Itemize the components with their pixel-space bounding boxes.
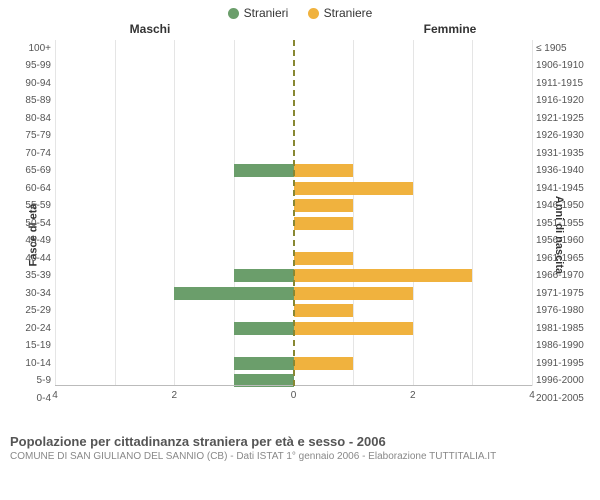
x-tick: 2 [410,390,416,401]
x-tick: 0 [291,390,297,401]
legend-female: Straniere [308,6,373,20]
bar-female [294,252,354,265]
rows-area: 100+≤ 190595-991906-191090-941911-191585… [55,40,532,408]
column-headers: Maschi Femmine [0,22,600,40]
birth-year-label: 1906-1910 [536,60,592,71]
age-label: 20-24 [15,323,51,334]
x-axis: 4 2 0 2 4 [55,388,532,408]
birth-year-label: 1916-1920 [536,95,592,106]
population-pyramid-chart: Stranieri Straniere Maschi Femmine Fasce… [0,0,600,500]
footer-title: Popolazione per cittadinanza straniera p… [10,434,590,449]
bar-female [294,304,354,317]
age-label: 0-4 [15,393,51,404]
plot-area: Fasce di età Anni di nascita 100+≤ 19059… [0,40,600,430]
grid-line [532,40,533,386]
age-label: 80-84 [15,113,51,124]
age-label: 85-89 [15,95,51,106]
age-label: 65-69 [15,165,51,176]
age-label: 35-39 [15,270,51,281]
age-label: 45-49 [15,235,51,246]
age-label: 95-99 [15,60,51,71]
birth-year-label: 1926-1930 [536,130,592,141]
legend-male: Stranieri [228,6,289,20]
age-label: 100+ [15,43,51,54]
birth-year-label: ≤ 1905 [536,43,592,54]
legend-female-label: Straniere [324,6,373,20]
birth-year-label: 1946-1950 [536,200,592,211]
bar-female [294,164,354,177]
birth-year-label: 1921-1925 [536,113,592,124]
age-label: 60-64 [15,183,51,194]
legend: Stranieri Straniere [0,0,600,22]
age-label: 10-14 [15,358,51,369]
birth-year-label: 1991-1995 [536,358,592,369]
birth-year-label: 1951-1955 [536,218,592,229]
header-male: Maschi [0,22,300,36]
birth-year-label: 1976-1980 [536,305,592,316]
birth-year-label: 1956-1960 [536,235,592,246]
legend-male-label: Stranieri [244,6,289,20]
birth-year-label: 2001-2005 [536,393,592,404]
center-divider [293,40,295,386]
bar-female [294,357,354,370]
bar-female [294,269,473,282]
age-label: 55-59 [15,200,51,211]
bar-male [174,287,293,300]
footer-subtitle: COMUNE DI SAN GIULIANO DEL SANNIO (CB) -… [10,451,590,462]
x-tick: 4 [52,390,58,401]
x-tick: 2 [171,390,177,401]
age-label: 15-19 [15,340,51,351]
bar-female [294,199,354,212]
birth-year-label: 1911-1915 [536,78,592,89]
legend-female-swatch [308,8,319,19]
bar-female [294,217,354,230]
age-label: 50-54 [15,218,51,229]
age-label: 30-34 [15,288,51,299]
age-label: 40-44 [15,253,51,264]
age-label: 70-74 [15,148,51,159]
bar-female [294,182,413,195]
age-label: 90-94 [15,78,51,89]
x-tick: 4 [529,390,535,401]
birth-year-label: 1931-1935 [536,148,592,159]
birth-year-label: 1941-1945 [536,183,592,194]
header-female: Femmine [300,22,600,36]
bar-male [234,164,294,177]
bar-male [234,357,294,370]
age-label: 5-9 [15,375,51,386]
age-label: 25-29 [15,305,51,316]
bar-female [294,322,413,335]
bar-female [294,287,413,300]
age-label: 75-79 [15,130,51,141]
chart-footer: Popolazione per cittadinanza straniera p… [0,430,600,462]
birth-year-label: 1981-1985 [536,323,592,334]
legend-male-swatch [228,8,239,19]
birth-year-label: 1966-1970 [536,270,592,281]
birth-year-label: 1986-1990 [536,340,592,351]
birth-year-label: 1961-1965 [536,253,592,264]
bar-male [234,269,294,282]
birth-year-label: 1971-1975 [536,288,592,299]
birth-year-label: 1936-1940 [536,165,592,176]
birth-year-label: 1996-2000 [536,375,592,386]
bar-male [234,322,294,335]
